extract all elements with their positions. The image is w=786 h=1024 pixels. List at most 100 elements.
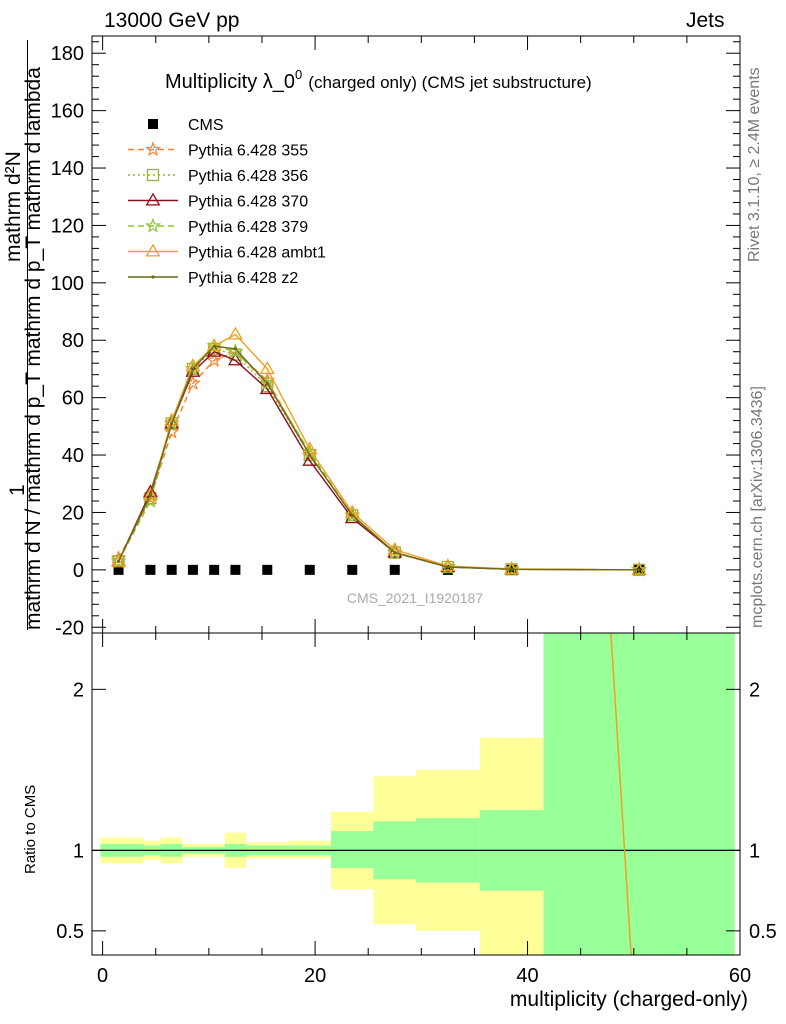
data-point bbox=[145, 141, 161, 157]
y-tick-label: 0 bbox=[73, 560, 84, 582]
data-point bbox=[265, 381, 269, 385]
data-point bbox=[148, 493, 153, 497]
data-point bbox=[206, 351, 223, 368]
ratio-y-tick-label: 2 bbox=[73, 679, 84, 701]
ratio-uncertainty-bands bbox=[100, 633, 735, 955]
ratio-y-label: Ratio to CMS bbox=[22, 784, 39, 874]
data-point bbox=[510, 567, 514, 571]
series-6 bbox=[116, 344, 641, 572]
data-point bbox=[164, 415, 180, 429]
header-left: 13000 GeV pp bbox=[104, 9, 240, 32]
x-tick-label: 60 bbox=[729, 965, 751, 987]
chart-title: Multiplicity λ_00 (charged only) (CMS jet… bbox=[165, 67, 592, 93]
y-tick-label: 180 bbox=[51, 43, 84, 65]
data-point bbox=[631, 561, 647, 575]
axes-frames bbox=[91, 35, 741, 956]
y-tick-label: 160 bbox=[51, 101, 84, 123]
data-point bbox=[233, 347, 238, 351]
x-tick-label: 0 bbox=[97, 965, 108, 987]
data-point bbox=[261, 380, 274, 393]
data-point bbox=[227, 326, 243, 340]
data-point bbox=[308, 453, 312, 457]
header-right: Jets bbox=[686, 9, 725, 32]
data-point bbox=[304, 564, 315, 575]
y-tick-label: 80 bbox=[62, 330, 84, 352]
data-point bbox=[145, 192, 161, 206]
ratio-lines bbox=[92, 633, 740, 955]
data-point bbox=[209, 564, 220, 575]
ratio-series-line bbox=[610, 633, 632, 955]
data-point bbox=[142, 487, 158, 501]
ratio-frame bbox=[91, 632, 741, 956]
legend-entry: CMS bbox=[148, 117, 224, 134]
rivet-label: Rivet 3.1.10, ≥ 2.4M events bbox=[746, 67, 763, 262]
legend-label: Pythia 6.428 370 bbox=[188, 194, 308, 211]
data-point bbox=[145, 217, 161, 233]
data-point bbox=[170, 421, 174, 426]
analysis-id: CMS_2021_I1920187 bbox=[347, 590, 483, 606]
legend-label: Pythia 6.428 379 bbox=[188, 219, 308, 236]
data-point bbox=[259, 361, 275, 374]
y-tick-label: 100 bbox=[51, 273, 84, 295]
data-point bbox=[187, 564, 198, 575]
data-point bbox=[637, 568, 641, 572]
data-point bbox=[504, 561, 520, 575]
series-line bbox=[117, 333, 640, 571]
data-point bbox=[347, 564, 358, 575]
y-label-numerator: mathrm d²N bbox=[2, 151, 25, 262]
series-1 bbox=[110, 343, 648, 577]
legend-label: Pythia 6.428 ambt1 bbox=[188, 245, 326, 262]
data-point bbox=[116, 559, 121, 563]
data-point bbox=[227, 352, 243, 366]
data-point bbox=[350, 513, 354, 517]
data-point bbox=[151, 275, 155, 279]
y-tick-label: 120 bbox=[51, 215, 84, 237]
data-point bbox=[145, 243, 161, 257]
legend-label: CMS bbox=[188, 117, 224, 134]
title-main: Multiplicity λ_0 bbox=[165, 71, 295, 93]
data-point bbox=[230, 564, 241, 575]
main-series bbox=[110, 326, 648, 577]
y-tick-label: 40 bbox=[62, 445, 84, 467]
data-point bbox=[631, 561, 648, 577]
data-point bbox=[142, 492, 159, 508]
y-label-fraction-line bbox=[27, 40, 28, 630]
data-point bbox=[146, 168, 160, 182]
series-line bbox=[117, 350, 640, 571]
data-point bbox=[111, 553, 127, 567]
data-point bbox=[389, 564, 400, 575]
legend-entry: Pythia 6.428 370 bbox=[128, 192, 308, 211]
data-point bbox=[206, 338, 222, 352]
data-point bbox=[212, 344, 216, 348]
x-axis-label: multiplicity (charged-only) bbox=[510, 988, 748, 1011]
data-point bbox=[440, 558, 456, 572]
data-point bbox=[113, 564, 124, 575]
legend-entry: Pythia 6.428 356 bbox=[128, 168, 308, 185]
ratio-y-tick-label: 0.5 bbox=[56, 921, 84, 943]
legend-label: Pythia 6.428 356 bbox=[188, 168, 308, 185]
data-point bbox=[393, 551, 397, 555]
ratio-stat-band bbox=[331, 831, 374, 869]
data-point bbox=[446, 565, 450, 569]
x-tick-label: 20 bbox=[304, 965, 326, 987]
ratio-y-tick-label-right: 2 bbox=[749, 679, 760, 701]
ratio-y-tick-label-right: 0.5 bbox=[749, 921, 777, 943]
y-tick-label: 60 bbox=[62, 388, 84, 410]
legend-entry: Pythia 6.428 ambt1 bbox=[128, 243, 326, 262]
data-point bbox=[166, 564, 177, 575]
data-point bbox=[262, 564, 273, 575]
data-point bbox=[110, 552, 127, 569]
data-point bbox=[503, 560, 520, 577]
legend-label: Pythia 6.428 z2 bbox=[188, 270, 298, 287]
legend-entry: Pythia 6.428 379 bbox=[128, 217, 308, 236]
y-tick-label: 20 bbox=[62, 502, 84, 524]
data-point bbox=[191, 367, 195, 371]
title-note: (charged only) (CMS jet substructure) bbox=[308, 73, 591, 92]
y-tick-label: -20 bbox=[55, 617, 84, 639]
y-tick-label: 140 bbox=[51, 158, 84, 180]
data-point bbox=[148, 119, 158, 129]
ratio-y-tick-label-right: 1 bbox=[749, 840, 760, 862]
mcplots-label: mcplots.cern.ch [arXiv:1306.3436] bbox=[749, 386, 766, 628]
